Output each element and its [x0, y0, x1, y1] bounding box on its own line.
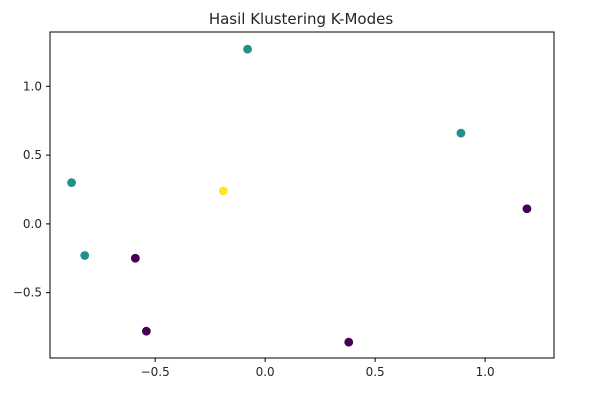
- scatter-point-cluster-0: [522, 204, 532, 214]
- data-points: [67, 44, 532, 347]
- x-axis: −0.5 0.0 0.5 1.0: [141, 358, 495, 379]
- scatter-point-cluster-2: [218, 186, 228, 196]
- y-tick-label: 0.5: [23, 148, 42, 162]
- scatter-point-cluster-0: [344, 337, 354, 347]
- chart-title: Hasil Klustering K-Modes: [209, 10, 393, 28]
- scatter-point-cluster-1: [243, 44, 252, 54]
- y-axis: −0.5 0.0 0.5 1.0: [13, 79, 50, 300]
- x-tick-label: 0.5: [366, 365, 385, 379]
- y-tick-label: 1.0: [23, 79, 42, 93]
- x-tick-label: −0.5: [141, 365, 170, 379]
- scatter-point-cluster-1: [456, 128, 466, 138]
- plot-area-frame: [49, 31, 555, 359]
- scatter-point-cluster-0: [130, 253, 140, 263]
- scatter-point-cluster-1: [80, 251, 90, 260]
- y-tick-label: −0.5: [13, 286, 42, 300]
- y-tick-label: 0.0: [23, 217, 42, 231]
- x-tick-label: 0.0: [256, 365, 275, 379]
- scatter-point-cluster-0: [141, 326, 151, 336]
- scatter-point-cluster-1: [67, 178, 76, 188]
- x-tick-label: 1.0: [476, 365, 495, 379]
